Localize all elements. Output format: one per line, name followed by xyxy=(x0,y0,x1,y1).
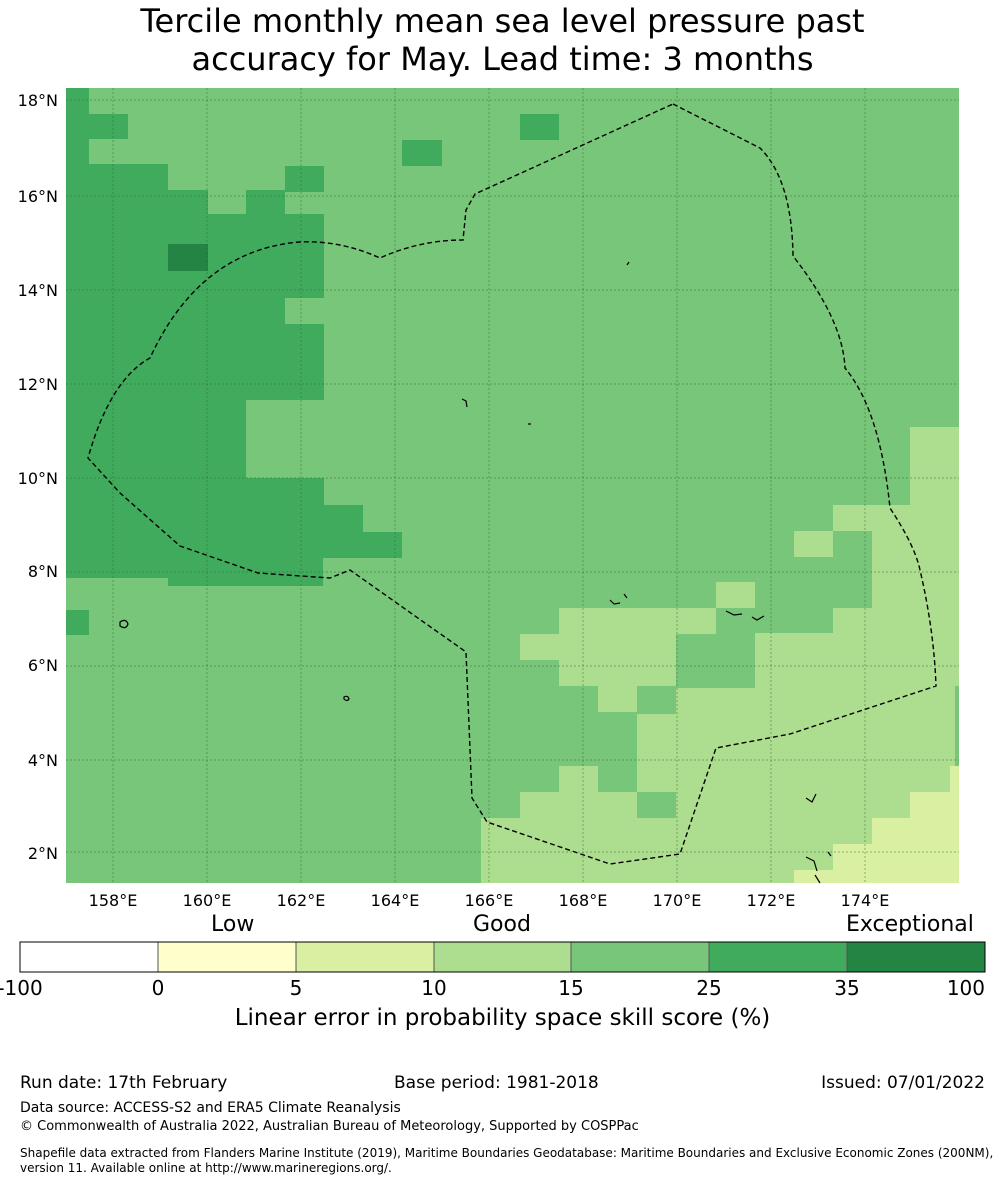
category-good: Good xyxy=(473,912,531,937)
chart-title: Tercile monthly mean sea level pressure … xyxy=(0,2,1005,78)
colorbar-segment xyxy=(709,942,847,972)
lon-tick: 168°E xyxy=(559,891,608,910)
colorbar-segments xyxy=(20,942,985,972)
colorbar-segment xyxy=(296,942,434,972)
lat-tick: 8°N xyxy=(28,562,58,581)
lon-tick: 164°E xyxy=(371,891,420,910)
graticule xyxy=(66,88,959,883)
lat-tick-labels: 18°N 16°N 14°N 12°N 10°N 8°N 6°N 4°N 2°N xyxy=(18,91,58,863)
lat-tick: 2°N xyxy=(28,844,58,863)
cell-level-35-100 xyxy=(168,244,208,271)
title-line-1: Tercile monthly mean sea level pressure … xyxy=(140,2,865,40)
islands xyxy=(119,261,832,884)
colorbar-segment xyxy=(571,942,709,972)
category-exceptional: Exceptional xyxy=(846,912,974,937)
cells-level-10-15 xyxy=(481,427,959,883)
lon-tick: 170°E xyxy=(653,891,702,910)
skill-map: 158°E 160°E 162°E 164°E 166°E 168°E 170°… xyxy=(18,88,959,910)
colorbar-tick: 25 xyxy=(696,976,721,1000)
shapefile-credit-1: Shapefile data extracted from Flanders M… xyxy=(20,1146,994,1160)
colorbar-frame xyxy=(19,941,986,973)
colorbar: -100 0 5 10 15 25 35 100 xyxy=(0,941,986,1000)
lon-tick: 162°E xyxy=(277,891,326,910)
shapefile-credit-2: version 11. Available online at http://w… xyxy=(20,1161,392,1175)
issued-date: Issued: 07/01/2022 xyxy=(821,1073,985,1093)
lat-tick: 18°N xyxy=(18,91,58,110)
colorbar-tick: -100 xyxy=(0,976,43,1000)
lat-tick: 10°N xyxy=(18,469,58,488)
lon-tick: 160°E xyxy=(183,891,232,910)
cell-light-pocket xyxy=(246,400,323,478)
title-line-2: accuracy for May. Lead time: 3 months xyxy=(191,40,814,78)
colorbar-tick: 35 xyxy=(834,976,859,1000)
colorbar-segment xyxy=(20,942,158,972)
lon-tick: 172°E xyxy=(747,891,796,910)
base-period: Base period: 1981-2018 xyxy=(394,1073,599,1093)
lat-tick: 14°N xyxy=(18,281,58,300)
colorbar-segment xyxy=(847,942,985,972)
copyright: © Commonwealth of Australia 2022, Austra… xyxy=(20,1119,639,1134)
skill-grid xyxy=(66,88,959,883)
colorbar-dividers xyxy=(157,942,848,972)
lat-tick: 6°N xyxy=(28,656,58,675)
colorbar-tick: 0 xyxy=(152,976,165,1000)
category-low: Low xyxy=(211,912,255,937)
colorbar-label: Linear error in probability space skill … xyxy=(234,1005,771,1031)
colorbar-segment xyxy=(158,942,296,972)
lon-tick-labels: 158°E 160°E 162°E 164°E 166°E 168°E 170°… xyxy=(89,891,890,910)
colorbar-tick: 100 xyxy=(947,976,985,1000)
lon-tick: 166°E xyxy=(465,891,514,910)
cell-light-pocket-2 xyxy=(285,350,323,400)
lat-tick: 16°N xyxy=(18,187,58,206)
data-source: Data source: ACCESS-S2 and ERA5 Climate … xyxy=(20,1100,401,1116)
lon-tick: 174°E xyxy=(841,891,890,910)
cells-level-15-25-pockets xyxy=(598,634,755,792)
lat-tick: 4°N xyxy=(28,751,58,770)
colorbar-tick-labels: -100 0 5 10 15 25 35 100 xyxy=(0,976,985,1000)
colorbar-tick: 10 xyxy=(421,976,446,1000)
colorbar-tick: 15 xyxy=(558,976,583,1000)
lon-tick: 158°E xyxy=(89,891,138,910)
cells-level-5-10 xyxy=(794,766,959,883)
colorbar-tick: 5 xyxy=(290,976,303,1000)
run-date: Run date: 17th February xyxy=(20,1073,228,1093)
lat-tick: 12°N xyxy=(18,375,58,394)
eez-boundary xyxy=(87,103,937,865)
colorbar-segment xyxy=(434,942,571,972)
